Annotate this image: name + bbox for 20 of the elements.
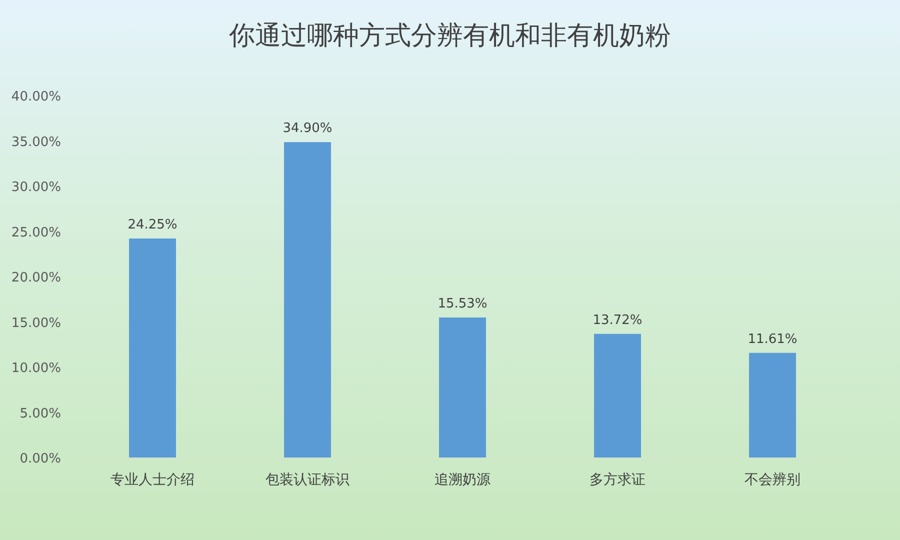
x-tick-label: 多方求证 (590, 472, 646, 488)
y-tick-label: 25.00% (11, 225, 61, 240)
y-tick-label: 15.00% (11, 316, 61, 331)
x-tick-label: 包装认证标识 (266, 472, 350, 488)
chart-title: 你通过哪种方式分辨有机和非有机奶粉 (228, 20, 672, 52)
data-label: 15.53% (438, 296, 488, 312)
y-tick-label: 40.00% (11, 90, 61, 105)
y-tick-label: 0.00% (20, 452, 61, 467)
data-label: 24.25% (128, 218, 178, 233)
y-tick-label: 20.00% (11, 270, 61, 286)
x-tick-label: 不会辨别 (744, 472, 800, 488)
x-tick-label: 专业人士介绍 (110, 472, 194, 488)
x-tick-label: 追溯奶源 (434, 472, 490, 488)
y-tick-label: 10.00% (11, 361, 61, 376)
data-label: 13.72% (592, 312, 642, 328)
y-tick-label: 5.00% (20, 406, 61, 422)
data-label: 34.90% (282, 121, 332, 136)
data-label: 11.61% (748, 332, 798, 347)
y-tick-label: 35.00% (11, 134, 61, 150)
y-tick-label: 30.00% (11, 180, 61, 196)
